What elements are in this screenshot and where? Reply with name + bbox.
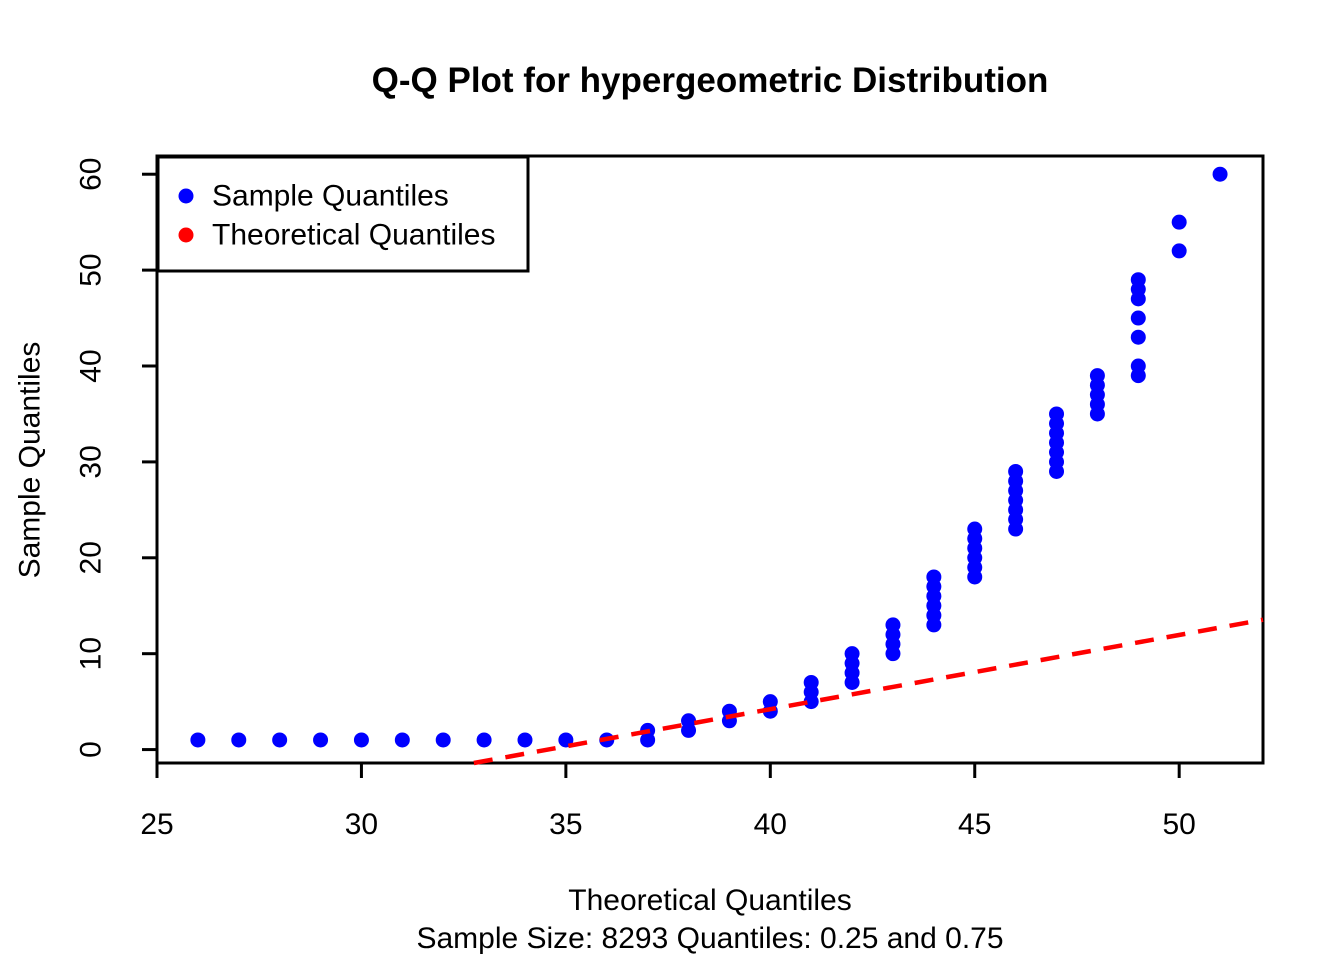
sample-point — [1130, 358, 1146, 374]
x-tick-label: 30 — [345, 808, 378, 841]
x-axis-sublabel: Sample Size: 8293 Quantiles: 0.25 and 0.… — [416, 922, 1003, 955]
sample-point — [353, 732, 369, 748]
legend-label-theoretical: Theoretical Quantiles — [212, 219, 495, 252]
x-tick-label: 40 — [754, 808, 787, 841]
sample-point — [517, 732, 533, 748]
legend-marker-theoretical-icon — [178, 227, 194, 243]
sample-point — [885, 617, 901, 633]
y-axis-label: Sample Quantiles — [14, 342, 47, 579]
sample-point — [476, 732, 492, 748]
y-tick-label: 50 — [75, 253, 108, 286]
sample-point — [1089, 368, 1105, 384]
y-tick-label: 40 — [75, 349, 108, 382]
sample-point — [967, 521, 983, 537]
sample-point — [231, 732, 247, 748]
x-tick-label: 25 — [140, 808, 173, 841]
sample-point — [1130, 310, 1146, 326]
y-tick-label: 60 — [75, 158, 108, 191]
legend-label-sample: Sample Quantiles — [212, 180, 449, 213]
sample-point — [190, 732, 206, 748]
plot-box — [155, 154, 1265, 765]
sample-point — [272, 732, 288, 748]
x-tick-label: 45 — [958, 808, 991, 841]
y-tick-label: 10 — [75, 637, 108, 670]
sample-point — [762, 694, 778, 710]
x-tick-label: 50 — [1162, 808, 1195, 841]
y-tick-label: 30 — [75, 445, 108, 478]
legend: Sample Quantiles Theoretical Quantiles — [156, 155, 530, 273]
sample-point — [1171, 243, 1187, 259]
sample-point — [803, 674, 819, 690]
sample-point — [1171, 214, 1187, 230]
sample-point — [313, 732, 329, 748]
sample-point — [926, 569, 942, 585]
chart-title: Q-Q Plot for hypergeometric Distribution — [372, 61, 1049, 100]
sample-point — [1130, 329, 1146, 345]
sample-point — [394, 732, 410, 748]
legend-marker-sample-icon — [178, 188, 194, 204]
sample-point — [1212, 166, 1228, 182]
y-tick-label: 20 — [75, 541, 108, 574]
legend-box — [156, 155, 530, 273]
x-tick-label: 35 — [549, 808, 582, 841]
x-axis-label: Theoretical Quantiles — [568, 884, 851, 917]
sample-point — [1130, 272, 1146, 288]
theoretical-quantile-line — [473, 617, 1264, 766]
sample-point — [1049, 406, 1065, 422]
plot-area: 25 30 35 40 45 50 0 10 20 30 40 50 60 — [75, 154, 1265, 841]
sample-point — [435, 732, 451, 748]
y-tick-label: 0 — [75, 741, 108, 758]
sample-point — [681, 713, 697, 729]
sample-point — [844, 646, 860, 662]
sample-point — [1008, 463, 1024, 479]
